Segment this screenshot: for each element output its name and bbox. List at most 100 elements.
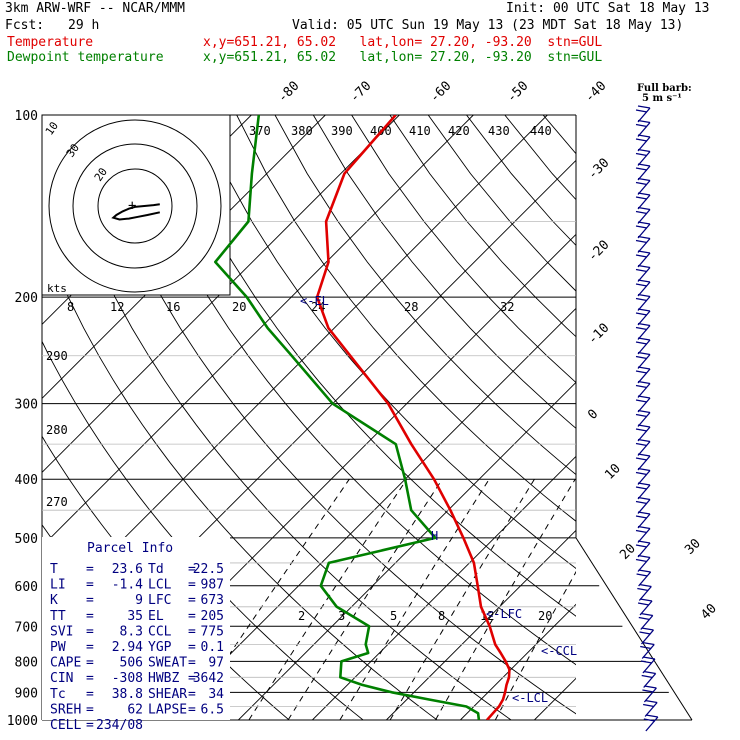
wind-barb-flag (637, 337, 651, 341)
wind-scale-label: 32 (500, 300, 514, 314)
parcel-eq: = (188, 640, 196, 655)
wind-barb-flag (635, 457, 648, 461)
wind-barb-flag (639, 583, 652, 588)
wind-barb-flag (635, 326, 648, 331)
wind-barb-staff (637, 267, 651, 282)
parcel-eq: = (86, 687, 94, 702)
wind-barb-flag (635, 471, 648, 476)
parcel-eq: = (188, 578, 196, 593)
wind-barb-flag (637, 264, 651, 269)
wind-barb-staff (637, 238, 651, 253)
wind-barb-staff (641, 644, 655, 659)
wind-barb-flag (635, 312, 648, 316)
wind-barb-flag (640, 645, 652, 650)
wind-barb-flag (635, 355, 648, 360)
pressure-tick-label: 800 (15, 655, 38, 670)
pressure-tick-label: 100 (15, 109, 38, 124)
temperature-trace (315, 115, 511, 720)
parcel-value: 775 (201, 624, 224, 639)
wind-barb-staff (641, 629, 654, 645)
wind-barb-flag (637, 322, 651, 327)
wind-barb-staff (637, 513, 651, 529)
isotherm-label: -60 (427, 79, 454, 106)
parcel-value: 22.5 (193, 562, 224, 577)
dry-adiabat-line (274, 115, 576, 476)
wind-barb-staff (637, 470, 651, 485)
wind-barb-staff (637, 426, 651, 442)
parcel-eq: = (188, 656, 196, 671)
parcel-key: PW (50, 640, 66, 655)
isotherm-label: 0 (585, 407, 601, 423)
wind-barb-flag (635, 268, 648, 273)
isotherm-label: -40 (582, 79, 609, 106)
parcel-value: 673 (201, 593, 224, 608)
parcel-value: -1.4 (112, 578, 143, 593)
wind-barb-staff (643, 673, 657, 688)
parcel-eq: = (188, 593, 196, 608)
isotherm-line (312, 455, 576, 720)
isotherm-line (238, 381, 576, 720)
parcel-eq: = (86, 609, 94, 624)
wind-barb-staff (637, 441, 651, 456)
wind-barb-staff (637, 223, 651, 239)
parcel-key: EL (148, 609, 164, 624)
parcel-value: 506 (120, 656, 143, 671)
parcel-value: 23.6 (112, 562, 143, 577)
wind-barb-staff (639, 600, 653, 616)
wind-scale-label: 16 (166, 300, 180, 314)
parcel-value: 34 (208, 687, 224, 702)
dry-adiabat-line (197, 115, 576, 569)
wind-barb-flag (635, 442, 648, 447)
parcel-value: 205 (201, 609, 224, 624)
dry-adiabat-label: 410 (409, 124, 431, 138)
wind-barb-staff (637, 542, 651, 558)
parcel-eq: = (188, 702, 196, 717)
parcel-eq: = (86, 718, 94, 733)
isotherm-label: 20 (617, 541, 639, 563)
dewpoint-legend-label: Dewpoint temperature (7, 50, 164, 65)
dewpoint-temperature-trace (214, 115, 481, 720)
el-marker: <-EL (300, 294, 329, 308)
parcel-eq: = (86, 640, 94, 655)
wind-barb-flag (637, 482, 651, 486)
parcel-eq: = (86, 671, 94, 686)
wind-scale-label: 8 (67, 300, 74, 314)
wind-barb-flag (637, 105, 651, 109)
parcel-key: LCL (148, 578, 172, 593)
pressure-tick-label: 600 (15, 580, 38, 595)
parcel-value: 35 (127, 609, 143, 624)
wind-barb-flag (637, 511, 651, 515)
parcel-key: TT (50, 609, 66, 624)
pressure-tick-label: 500 (15, 532, 38, 547)
lfc-marker: <-LFC (486, 607, 522, 621)
sounding-series (214, 115, 511, 720)
isotherm-label: 30 (682, 536, 704, 558)
wind-barb-flag (637, 602, 650, 606)
temperature-legend-label: Temperature (7, 35, 94, 50)
wind-barb-staff (637, 484, 651, 500)
parcel-eq: = (86, 593, 94, 608)
parcel-value: -308 (112, 671, 143, 686)
wind-barb-staff (637, 455, 651, 471)
parcel-value: 3642 (193, 671, 224, 686)
isotherm-label: -30 (585, 156, 612, 183)
wind-barb-staff (637, 397, 651, 413)
wind-barb-flag (637, 525, 651, 530)
wind-barb-flag (635, 341, 648, 345)
wind-barb-staff (638, 586, 652, 601)
wind-barb-staff (637, 557, 651, 572)
parcel-eq: = (188, 671, 196, 686)
mixing-ratio-label: 2 (298, 609, 305, 623)
pressure-tick-label: 1000 (7, 714, 38, 729)
wind-scale-label: 28 (404, 300, 418, 314)
isotherm-line (42, 115, 400, 473)
wind-barb-staff (637, 165, 651, 181)
wind-barb-staff (637, 499, 651, 514)
pressure-tick-label: 400 (15, 473, 38, 488)
parcel-key: Td (148, 562, 164, 577)
forecast-label: Fcst: (5, 18, 45, 33)
barb-legend-title: Full barb: (637, 83, 692, 94)
wind-barb-flag (637, 192, 651, 196)
wind-barb-flag (637, 453, 651, 457)
